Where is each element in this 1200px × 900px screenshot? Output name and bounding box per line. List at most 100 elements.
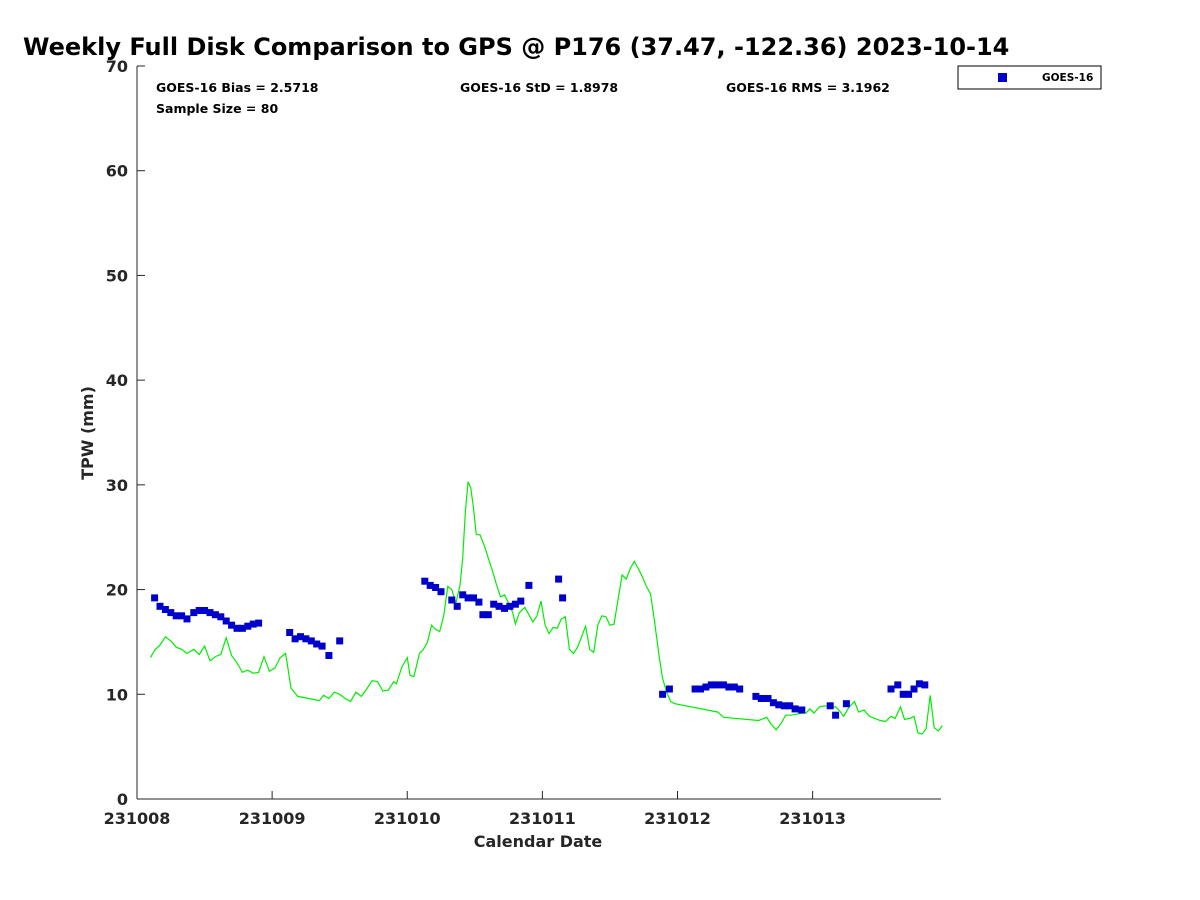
goes16-data-point bbox=[832, 711, 840, 719]
y-tick-label: 70 bbox=[106, 57, 128, 76]
goes16-data-point bbox=[426, 581, 434, 589]
goes16-data-point bbox=[665, 685, 673, 693]
legend: GOES-16 bbox=[957, 65, 1102, 90]
y-tick-label: 20 bbox=[106, 581, 128, 600]
x-tick-label: 231009 bbox=[239, 809, 306, 828]
goes16-data-point bbox=[506, 602, 514, 610]
goes16-data-point bbox=[791, 705, 799, 713]
stat-std: GOES-16 StD = 1.8978 bbox=[460, 80, 618, 95]
goes16-data-point bbox=[798, 706, 806, 714]
goes16-data-point bbox=[910, 685, 918, 693]
x-tick-label: 231008 bbox=[104, 809, 171, 828]
goes16-data-point bbox=[421, 577, 429, 585]
goes16-data-point bbox=[501, 604, 508, 612]
goes16-data-point bbox=[190, 609, 198, 617]
goes16-data-point bbox=[475, 598, 483, 606]
goes16-data-point bbox=[201, 607, 209, 614]
gps-tpw-line bbox=[149, 481, 943, 735]
y-tick-label: 50 bbox=[106, 266, 128, 285]
goes16-data-point bbox=[495, 602, 503, 610]
goes16-data-point bbox=[453, 602, 461, 610]
goes16-data-point bbox=[786, 702, 794, 710]
goes16-data-point bbox=[211, 611, 219, 619]
goes16-data-point bbox=[707, 681, 715, 689]
goes16-data-point bbox=[826, 702, 834, 710]
goes16-data-point bbox=[437, 588, 445, 596]
goes16-data-point bbox=[659, 690, 667, 698]
goes16-data-point bbox=[775, 701, 783, 709]
goes16-data-point bbox=[217, 613, 225, 621]
goes16-data-point bbox=[713, 681, 721, 689]
goes16-data-point bbox=[307, 637, 315, 645]
legend-label-goes16: GOES-16 bbox=[1042, 72, 1093, 84]
goes16-data-point bbox=[517, 597, 525, 605]
y-tick-label: 30 bbox=[106, 476, 128, 495]
goes16-data-point bbox=[752, 692, 760, 700]
goes16-data-point bbox=[448, 596, 456, 604]
goes16-data-point bbox=[156, 602, 164, 610]
goes16-data-point bbox=[899, 690, 907, 698]
goes16-data-point bbox=[464, 594, 472, 602]
goes16-data-point bbox=[730, 683, 738, 691]
goes16-data-point bbox=[228, 621, 236, 629]
goes16-data-point bbox=[490, 600, 498, 608]
goes16-data-point bbox=[318, 642, 326, 650]
goes16-data-point bbox=[161, 606, 169, 613]
goes16-data-point bbox=[233, 624, 241, 632]
chart-title: Weekly Full Disk Comparison to GPS @ P17… bbox=[23, 33, 1009, 61]
goes16-data-point bbox=[559, 594, 567, 602]
goes16-data-point bbox=[222, 617, 230, 625]
stats-annotations: GOES-16 Bias = 2.5718 GOES-16 StD = 1.89… bbox=[156, 80, 890, 116]
goes16-data-point bbox=[183, 615, 191, 623]
goes16-data-point bbox=[286, 629, 294, 636]
x-tick-label: 231010 bbox=[374, 809, 441, 828]
goes16-data-point bbox=[302, 635, 310, 643]
goes16-data-point bbox=[297, 633, 304, 641]
goes16-data-point bbox=[172, 612, 180, 620]
goes16-data-point bbox=[719, 681, 727, 689]
goes16-data-point bbox=[921, 681, 929, 689]
goes16-data-point bbox=[769, 699, 777, 707]
goes16-data-point bbox=[238, 624, 246, 632]
goes16-data-point bbox=[764, 695, 772, 702]
goes16-data-point bbox=[894, 681, 902, 689]
legend-marker-goes16 bbox=[998, 73, 1007, 82]
goes16-data-point bbox=[470, 594, 477, 602]
y-tick-label: 10 bbox=[106, 685, 128, 704]
goes16-data-point bbox=[178, 612, 186, 620]
goes16-data-point bbox=[336, 637, 344, 645]
goes16-data-point bbox=[757, 695, 765, 702]
goes16-data-point bbox=[905, 690, 913, 698]
goes16-data-point bbox=[697, 685, 704, 693]
goes16-data-point bbox=[325, 652, 333, 659]
goes16-data-point bbox=[484, 611, 492, 619]
y-tick-label: 40 bbox=[106, 371, 128, 390]
goes16-data-point bbox=[291, 635, 299, 643]
x-axis-label: Calendar Date bbox=[474, 832, 603, 851]
goes16-data-point bbox=[525, 581, 533, 589]
goes16-data-point bbox=[479, 611, 487, 619]
x-tick-label: 231011 bbox=[509, 809, 576, 828]
legend-box bbox=[957, 65, 1102, 90]
goes16-data-point bbox=[736, 685, 744, 693]
plot-area: 0 10 20 30 40 50 60 70 231008 231009 231010 231011 2… bbox=[104, 57, 943, 828]
y-tick-label: 60 bbox=[106, 162, 128, 181]
goes16-data-point bbox=[780, 702, 788, 710]
y-tick-label: 0 bbox=[117, 790, 128, 809]
goes16-data-point bbox=[244, 622, 252, 630]
goes16-data-point bbox=[511, 600, 519, 608]
y-axis-label: TPW (mm) bbox=[78, 386, 97, 480]
goes16-data-point bbox=[249, 620, 257, 628]
stat-sample-size: Sample Size = 80 bbox=[156, 101, 278, 116]
goes16-data-point bbox=[167, 609, 175, 617]
goes16-data-point bbox=[915, 680, 923, 688]
goes16-data-point bbox=[691, 685, 699, 693]
goes16-data-point bbox=[151, 594, 159, 602]
goes16-data-point bbox=[887, 685, 895, 693]
goes16-data-point bbox=[206, 609, 214, 617]
goes16-data-point bbox=[432, 584, 440, 591]
goes16-data-point bbox=[195, 607, 203, 614]
goes16-data-point bbox=[702, 683, 710, 691]
goes16-data-point bbox=[725, 683, 733, 691]
